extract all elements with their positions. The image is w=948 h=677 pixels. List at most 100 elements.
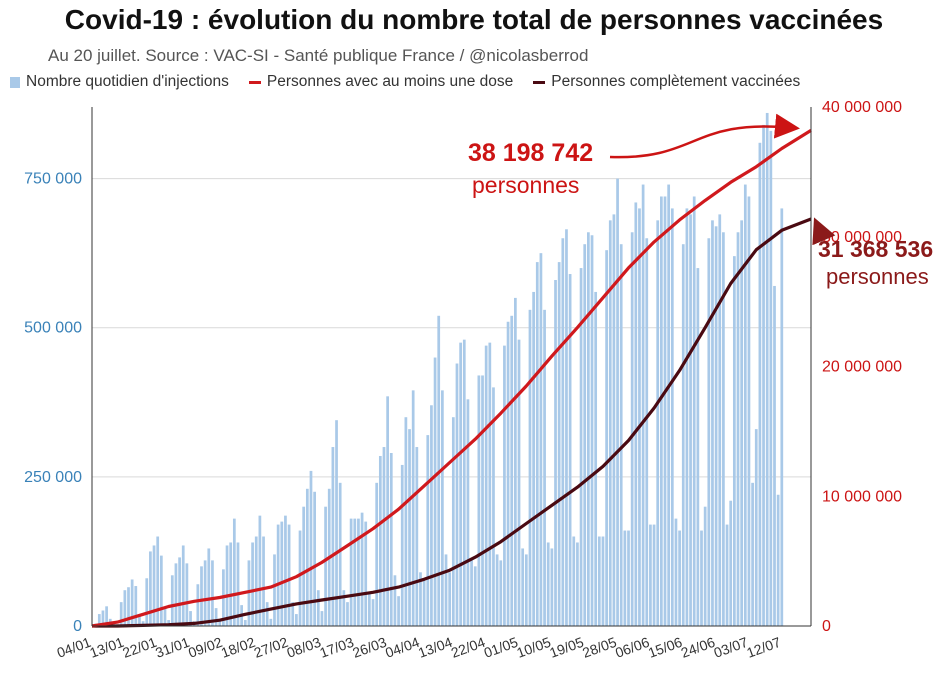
complete-total-value: 31 368 536 bbox=[818, 236, 934, 262]
daily-injection-bar bbox=[298, 530, 302, 626]
daily-injection-bar bbox=[492, 387, 495, 626]
daily-injection-bar bbox=[481, 375, 484, 626]
daily-injection-bar bbox=[382, 447, 386, 626]
daily-injection-bar bbox=[389, 453, 393, 626]
daily-injection-bar bbox=[532, 291, 535, 626]
legend-item-first-dose: Personnes avec au moins une dose bbox=[248, 73, 513, 91]
legend-first-dose-swatch bbox=[248, 80, 261, 84]
daily-injection-bar bbox=[524, 554, 528, 626]
daily-injection-bar bbox=[265, 602, 269, 626]
daily-injection-bar bbox=[338, 482, 342, 626]
daily-injection-bar bbox=[616, 178, 619, 626]
legend-complete-swatch bbox=[533, 80, 546, 84]
daily-injection-bar bbox=[736, 232, 740, 626]
y-left-tick-label: 0 bbox=[73, 618, 82, 635]
daily-injection-bar bbox=[455, 363, 459, 626]
daily-injection-bar bbox=[97, 614, 101, 626]
daily-injection-bar bbox=[346, 602, 349, 626]
daily-injection-bar bbox=[576, 542, 579, 626]
daily-injection-bar bbox=[769, 130, 773, 627]
daily-injection-bar bbox=[517, 339, 521, 626]
legend-item-daily: Nombre quotidien d'injections bbox=[10, 73, 229, 91]
daily-injection-bar bbox=[254, 536, 258, 626]
annotation-arrows bbox=[609, 113, 836, 246]
daily-injection-bar bbox=[459, 342, 462, 626]
daily-injection-bar bbox=[320, 611, 324, 626]
daily-injection-bar bbox=[174, 563, 178, 626]
daily-injection-bar bbox=[167, 620, 171, 626]
legend-label-complete: Personnes complètement vaccinées bbox=[551, 73, 801, 90]
daily-injection-bar bbox=[451, 417, 455, 626]
daily-injection-bar bbox=[218, 618, 222, 626]
daily-injection-bar bbox=[638, 208, 641, 626]
daily-injection-bar bbox=[561, 238, 565, 626]
daily-injection-bar bbox=[649, 524, 652, 626]
daily-injection-bar bbox=[645, 238, 649, 626]
daily-injection-bar bbox=[499, 560, 503, 626]
daily-injection-bar bbox=[495, 554, 499, 626]
legend-bar-swatch bbox=[10, 76, 20, 88]
x-tick-label: 12/07 bbox=[744, 634, 783, 661]
daily-injection-bar bbox=[477, 375, 481, 626]
daily-injection-bar bbox=[378, 455, 382, 626]
chart-subtitle: Au 20 juillet. Source : VAC-SI - Santé p… bbox=[48, 46, 589, 65]
daily-injection-bar bbox=[583, 244, 587, 626]
daily-injection-bar bbox=[681, 244, 685, 626]
y-left-tick-label: 250 000 bbox=[24, 469, 82, 486]
daily-injection-bar bbox=[743, 184, 747, 626]
daily-injection-bar bbox=[291, 602, 295, 626]
first-dose-line bbox=[91, 129, 812, 628]
daily-injection-bar bbox=[634, 202, 638, 626]
daily-injection-bar bbox=[725, 524, 729, 626]
daily-injection-bar bbox=[521, 548, 525, 626]
daily-injection-bar bbox=[178, 557, 181, 626]
daily-injection-bar bbox=[762, 124, 765, 627]
daily-injection-bar bbox=[594, 291, 598, 626]
daily-injection-bar bbox=[185, 563, 189, 626]
daily-injection-bar bbox=[543, 309, 546, 626]
daily-injection-bar bbox=[747, 196, 751, 626]
daily-injection-bar bbox=[550, 548, 554, 626]
daily-injection-bar bbox=[262, 536, 265, 626]
y-left-tick-label: 500 000 bbox=[24, 320, 82, 337]
daily-injection-bar bbox=[685, 208, 689, 626]
legend: Nombre quotidien d'injections Personnes … bbox=[10, 73, 800, 91]
daily-injection-bar bbox=[400, 464, 404, 626]
daily-injection-bar bbox=[134, 586, 138, 626]
daily-injection-bar bbox=[364, 521, 368, 626]
daily-injection-bar bbox=[751, 482, 754, 626]
daily-injection-bar bbox=[703, 506, 707, 626]
daily-injection-bar bbox=[309, 470, 313, 626]
daily-injection-bar bbox=[700, 530, 703, 626]
chart-title: Covid-19 : évolution du nombre total de … bbox=[64, 4, 884, 35]
first-dose-arrow bbox=[609, 113, 800, 159]
daily-injection-bar bbox=[441, 390, 444, 626]
daily-injection-bar bbox=[251, 542, 254, 626]
complete-arrow bbox=[812, 217, 836, 246]
daily-injection-bar bbox=[546, 542, 550, 626]
daily-injection-bar bbox=[130, 579, 134, 626]
daily-injection-bar bbox=[156, 536, 160, 626]
daily-injection-bar bbox=[357, 518, 360, 626]
daily-injection-bar bbox=[470, 560, 473, 626]
daily-injection-bar bbox=[448, 572, 452, 626]
cumulative-lines bbox=[91, 129, 812, 628]
daily-injection-bar bbox=[587, 232, 590, 626]
daily-injection-bar bbox=[732, 256, 736, 626]
daily-injection-bar bbox=[714, 226, 718, 626]
daily-injection-bar bbox=[692, 196, 696, 626]
daily-injection-bar bbox=[313, 491, 316, 626]
daily-injection-bar bbox=[663, 196, 667, 626]
daily-injection-bar bbox=[605, 250, 608, 626]
daily-injection-bar bbox=[758, 142, 762, 627]
daily-injection-bar bbox=[484, 345, 488, 626]
daily-injection-bar bbox=[375, 482, 379, 626]
daily-injection-bar bbox=[510, 315, 514, 626]
daily-injection-bar bbox=[776, 494, 780, 626]
daily-injection-bar bbox=[503, 345, 506, 626]
daily-injection-bar bbox=[145, 578, 149, 626]
daily-injection-bar bbox=[214, 608, 218, 626]
daily-injection-bar bbox=[302, 506, 306, 626]
daily-injection-bar bbox=[324, 506, 327, 626]
